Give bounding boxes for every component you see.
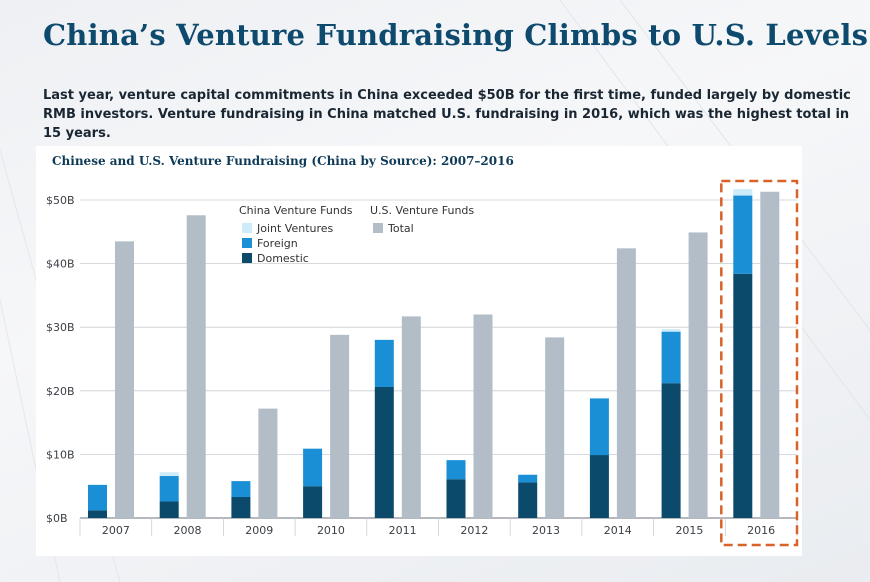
bar-domestic (518, 482, 538, 518)
bar-foreign (589, 398, 609, 456)
x-tick-label: 2007 (102, 524, 130, 537)
bar-domestic (374, 386, 394, 518)
bar-foreign (446, 460, 466, 480)
y-tick-label: $0B (46, 512, 68, 525)
legend-swatch-joint-ventures (242, 223, 252, 233)
bar-foreign (733, 195, 753, 274)
bar-foreign (303, 448, 323, 487)
legend-swatch-total (373, 223, 383, 233)
bar-joint-ventures (159, 472, 179, 477)
bar-domestic (231, 497, 251, 518)
page-title: China’s Venture Fundraising Climbs to U.… (43, 18, 869, 52)
bar-domestic (589, 455, 609, 518)
x-tick-label: 2015 (675, 524, 703, 537)
bar-foreign (661, 331, 681, 384)
bar-joint-ventures (589, 397, 609, 399)
bar-domestic (88, 510, 107, 518)
y-tick-label: $30B (46, 321, 75, 334)
page-subtitle: Last year, venture capital commitments i… (43, 88, 851, 141)
bar-joint-ventures (661, 329, 681, 332)
y-tick-label: $10B (46, 448, 75, 461)
legend-swatch-domestic (242, 253, 252, 263)
bar-domestic (303, 486, 323, 518)
x-tick-label: 2013 (532, 524, 560, 537)
bar-domestic (446, 479, 466, 518)
x-tick-label: 2008 (174, 524, 202, 537)
bar-us-total (760, 191, 780, 518)
bar-us-total (258, 408, 278, 518)
x-tick-label: 2010 (317, 524, 345, 537)
x-tick-label: 2011 (389, 524, 417, 537)
bar-us-total (186, 215, 206, 519)
chart-title: Chinese and U.S. Venture Fundraising (Ch… (52, 154, 514, 168)
bar-foreign (374, 339, 394, 387)
bar-foreign (88, 484, 107, 511)
bar-foreign (518, 474, 538, 483)
bar-us-total (115, 241, 134, 518)
legend-label-foreign: Foreign (257, 237, 298, 250)
x-tick-label: 2009 (245, 524, 273, 537)
legend-label-domestic: Domestic (257, 252, 309, 265)
y-tick-label: $50B (46, 194, 75, 207)
bar-joint-ventures (374, 339, 394, 340)
x-tick-label: 2016 (747, 524, 775, 537)
legend-group-us: U.S. Venture Funds (370, 204, 474, 217)
bar-domestic (733, 273, 753, 518)
bar-us-total (330, 334, 350, 518)
legend-label-total: Total (387, 222, 414, 235)
legend-label-joint-ventures: Joint Ventures (256, 222, 334, 235)
bar-domestic (159, 501, 179, 518)
bar-us-total (545, 337, 565, 518)
bar-us-total (401, 316, 421, 518)
bar-foreign (231, 481, 251, 498)
bar-us-total (616, 248, 636, 518)
legend-swatch-foreign (242, 238, 252, 248)
bar-domestic (661, 383, 681, 518)
bar-joint-ventures (733, 189, 753, 196)
highlight-box-2016 (720, 179, 799, 547)
y-tick-label: $40B (46, 258, 75, 271)
bar-us-total (688, 232, 708, 518)
x-tick-label: 2012 (460, 524, 488, 537)
bar-joint-ventures (88, 484, 107, 485)
x-tick-label: 2014 (604, 524, 632, 537)
bar-us-total (473, 314, 493, 518)
y-tick-label: $20B (46, 385, 75, 398)
bar-foreign (159, 476, 179, 502)
legend-group-china: China Venture Funds (239, 204, 353, 217)
